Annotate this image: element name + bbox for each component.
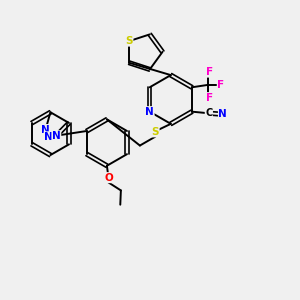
- Text: N: N: [145, 107, 154, 117]
- Text: N: N: [44, 132, 53, 142]
- Text: N: N: [41, 124, 50, 134]
- Text: C: C: [205, 108, 212, 118]
- Text: F: F: [206, 67, 213, 77]
- Text: F: F: [217, 80, 224, 90]
- Text: S: S: [152, 127, 159, 137]
- Text: S: S: [125, 36, 133, 46]
- Text: N: N: [218, 109, 227, 119]
- Text: F: F: [206, 93, 213, 103]
- Text: N: N: [52, 131, 61, 141]
- Text: O: O: [104, 172, 113, 183]
